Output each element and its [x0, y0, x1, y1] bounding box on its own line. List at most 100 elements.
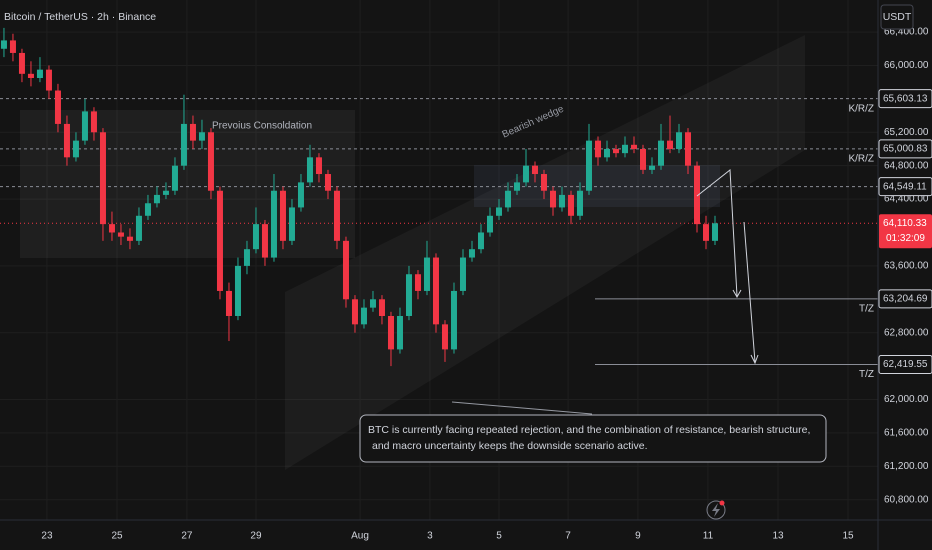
annotation-line: BTC is currently facing repeated rejecti… [368, 424, 810, 436]
projection-arrows [451, 169, 759, 415]
y-tick-label: 64,400.00 [884, 194, 929, 205]
candle-body [540, 174, 547, 191]
candle-body [72, 140, 79, 158]
candle-body [9, 40, 16, 53]
candle-body [126, 236, 133, 241]
candle-body [333, 190, 340, 241]
price-badge [878, 139, 932, 159]
candle-body [558, 194, 565, 208]
alert-icon[interactable] [706, 500, 726, 520]
price-badge-label: 65,000.83 [883, 144, 928, 155]
x-tick-label: 13 [772, 531, 784, 542]
candle-body [63, 123, 70, 158]
candle-body [405, 274, 412, 316]
candle-body [0, 40, 7, 49]
y-tick-label: 64,800.00 [884, 160, 929, 171]
x-tick-label: 7 [565, 531, 571, 542]
price-badge-label: 62,419.55 [883, 359, 928, 370]
y-tick-label: 66,400.00 [884, 27, 929, 38]
candle-body [36, 69, 43, 78]
candle-body [252, 224, 259, 250]
arrow [696, 169, 738, 297]
candle-body [522, 165, 529, 183]
candle-body [261, 224, 268, 258]
candle-body [612, 148, 619, 154]
candle-body [189, 123, 196, 141]
countdown: 01:32:09 [886, 233, 925, 244]
x-tick-label: 25 [111, 531, 123, 542]
candle-body [162, 190, 169, 195]
last-price-label: 64,110.33 [883, 218, 927, 229]
zone-label: Prevoius Consoldation [212, 121, 312, 132]
candle-body [54, 90, 61, 124]
candle-body [441, 324, 448, 350]
level-tag: K/R/Z [848, 103, 874, 114]
candle-body [45, 69, 52, 91]
candle-body [639, 148, 646, 170]
candle-body [351, 299, 358, 325]
price-badge-label: 64,549.11 [883, 181, 927, 192]
candle-body [513, 182, 520, 191]
level-tag: T/Z [859, 369, 874, 380]
consolidation-zone [20, 110, 355, 258]
x-tick-label: 9 [635, 531, 641, 542]
candle-body [315, 157, 322, 175]
x-tick-label: 3 [427, 531, 433, 542]
x-tick-label: 29 [250, 531, 262, 542]
candle-body [171, 165, 178, 191]
price-axis: 66,400.00 66,000.00 65,200.00 64,800.00 64,4… [878, 27, 932, 505]
y-tick-label: 63,600.00 [884, 261, 929, 272]
candle-body [648, 165, 655, 170]
x-tick-label: Aug [351, 531, 369, 542]
candle-body [279, 190, 286, 241]
candle-body [468, 249, 475, 258]
arrowhead [732, 289, 742, 299]
candle-body [585, 140, 592, 191]
levels: K/R/Z K/R/Z T/Z T/Z [0, 98, 878, 380]
candle-body [90, 111, 97, 133]
level-tag: T/Z [859, 304, 874, 315]
candle-body [234, 265, 241, 316]
y-tick-label: 60,800.00 [884, 494, 929, 505]
candle-body [432, 257, 439, 325]
candle-body [657, 140, 664, 166]
candle-body [99, 132, 106, 225]
last-price-badge [879, 214, 932, 249]
candle-body [675, 132, 682, 149]
candle-body [342, 240, 349, 300]
candle-body [693, 165, 700, 225]
candle-body [117, 232, 124, 237]
candle-body [144, 203, 151, 216]
y-tick-label: 62,800.00 [884, 327, 929, 338]
currency-button[interactable] [880, 4, 914, 30]
annotation-box [359, 414, 827, 463]
x-tick-label: 27 [181, 531, 193, 542]
candle-body [288, 207, 295, 241]
candle-body [594, 140, 601, 158]
candle-body [531, 165, 538, 175]
y-tick-label: 61,200.00 [884, 461, 929, 472]
candle-body [81, 111, 88, 141]
annotation-pointer [451, 401, 593, 415]
level-tag: K/R/Z [848, 154, 874, 165]
candle-body [369, 299, 376, 308]
candle-body [108, 224, 115, 233]
candle-body [297, 182, 304, 208]
price-badge [878, 289, 932, 309]
x-tick-label: 15 [842, 531, 854, 542]
candle-body [486, 215, 493, 233]
candle-body [360, 307, 367, 325]
candle-body [603, 148, 610, 158]
price-badge [878, 354, 932, 374]
x-tick-label: 5 [496, 531, 502, 542]
annotation-line: and macro uncertainty keeps the downside… [372, 440, 648, 452]
candle-body [378, 299, 385, 316]
candle-body [459, 257, 466, 291]
x-tick-label: 23 [41, 531, 53, 542]
candle-body [477, 232, 484, 250]
candle-body [423, 257, 430, 291]
candle-body [243, 249, 250, 266]
currency[interactable]: USDT [883, 11, 912, 23]
candle-body [495, 207, 502, 216]
candle-body [270, 190, 277, 258]
